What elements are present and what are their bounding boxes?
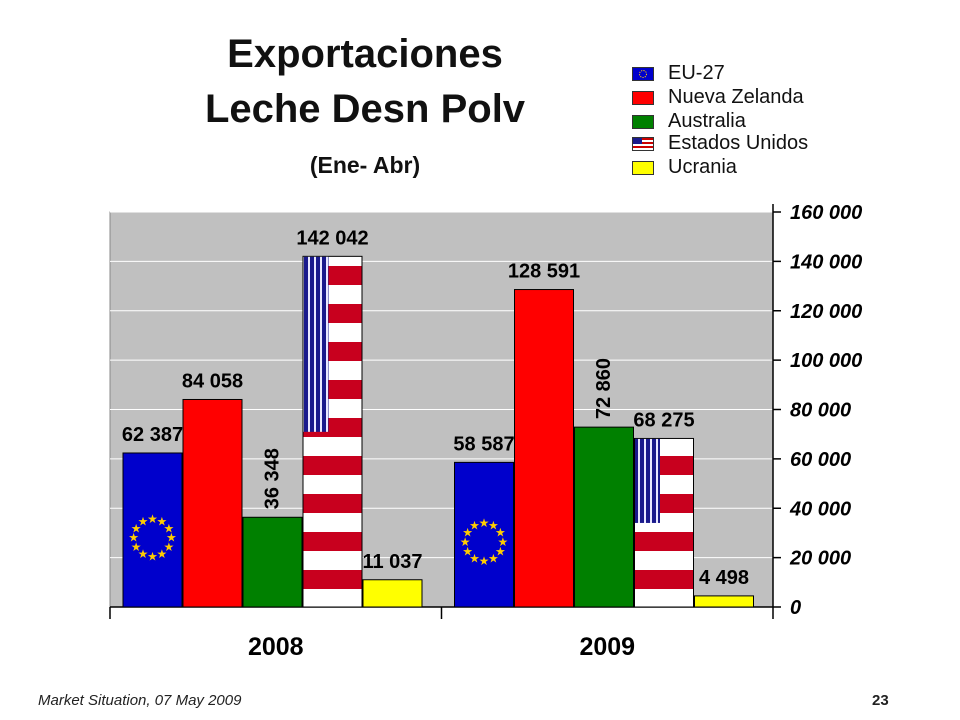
page-number: 23 xyxy=(872,692,889,709)
eu-star: ★ xyxy=(157,514,168,528)
legend-label: EU-27 xyxy=(668,62,725,84)
legend-label: Nueva Zelanda xyxy=(668,86,804,108)
bar xyxy=(362,579,423,608)
data-label: 4 498 xyxy=(699,567,749,589)
eu-flag-icon xyxy=(632,67,654,81)
y-tick-label: 160 000 xyxy=(790,202,862,224)
eu-star: ★ xyxy=(147,550,158,564)
legend-swatch-green xyxy=(632,115,654,129)
chart-subtitle: (Ene- Abr) xyxy=(309,152,421,178)
bar xyxy=(182,398,243,608)
bar xyxy=(694,595,754,608)
us-flag-icon xyxy=(632,137,654,151)
footer-source: Market Situation, 07 May 2009 xyxy=(38,692,242,709)
eu-star: ★ xyxy=(138,547,149,561)
bar xyxy=(514,289,574,608)
eu-star: ★ xyxy=(147,512,158,526)
chart-title-line2: Leche Desn Polv xyxy=(204,87,526,131)
eu-star: ★ xyxy=(479,554,490,568)
data-label: 68 275 xyxy=(633,409,694,431)
eu-star: ★ xyxy=(138,514,149,528)
eu-star: ★ xyxy=(166,531,177,545)
bar xyxy=(122,452,183,608)
legend-label: Ucrania xyxy=(668,156,737,178)
eu-star: ★ xyxy=(462,525,473,539)
bar xyxy=(574,426,634,608)
eu-star: ★ xyxy=(469,519,480,533)
y-tick-label: 120 000 xyxy=(790,301,862,323)
data-label: 62 387 xyxy=(122,424,183,446)
y-tick-label: 140 000 xyxy=(790,251,862,273)
data-label: 11 037 xyxy=(362,551,422,573)
eu-star: ★ xyxy=(462,544,473,558)
y-tick-label: 20 000 xyxy=(789,548,851,570)
eu-star: ★ xyxy=(157,547,168,561)
y-tick-label: 0 xyxy=(790,597,801,619)
data-label: 84 058 xyxy=(182,370,243,392)
us-flag-canton xyxy=(635,438,660,523)
legend-swatch-yellow xyxy=(632,161,654,175)
eu-star: ★ xyxy=(488,519,499,533)
bar xyxy=(242,516,303,608)
data-label: 72 860 xyxy=(593,358,615,419)
y-tick-label: 80 000 xyxy=(790,400,851,422)
y-tick-label: 100 000 xyxy=(790,350,862,372)
eu-star: ★ xyxy=(469,551,480,565)
chart-title-line1: Exportaciones xyxy=(227,32,503,76)
data-label: 142 042 xyxy=(296,227,368,249)
x-tick-label: 2009 xyxy=(579,633,635,661)
data-label: 58 587 xyxy=(453,433,514,455)
bar xyxy=(454,461,514,608)
eu-star: ★ xyxy=(479,516,490,530)
legend-label: Estados Unidos xyxy=(668,132,809,154)
us-flag-canton xyxy=(303,256,329,432)
eu-star: ★ xyxy=(495,525,506,539)
eu-star: ★ xyxy=(497,535,508,549)
data-label: 128 591 xyxy=(508,261,580,283)
y-tick-label: 40 000 xyxy=(789,498,851,520)
eu-star: ★ xyxy=(163,540,174,554)
y-tick-label: 60 000 xyxy=(790,449,851,471)
legend-label: Australia xyxy=(668,110,746,132)
eu-star: ★ xyxy=(131,540,142,554)
eu-star: ★ xyxy=(128,531,139,545)
eu-star: ★ xyxy=(163,521,174,535)
x-tick-label: 2008 xyxy=(248,633,304,661)
legend-swatch-red xyxy=(632,91,654,105)
eu-star: ★ xyxy=(488,551,499,565)
eu-star: ★ xyxy=(495,544,506,558)
eu-star: ★ xyxy=(131,521,142,535)
data-label: 36 348 xyxy=(262,448,284,509)
eu-star: ★ xyxy=(460,535,471,549)
